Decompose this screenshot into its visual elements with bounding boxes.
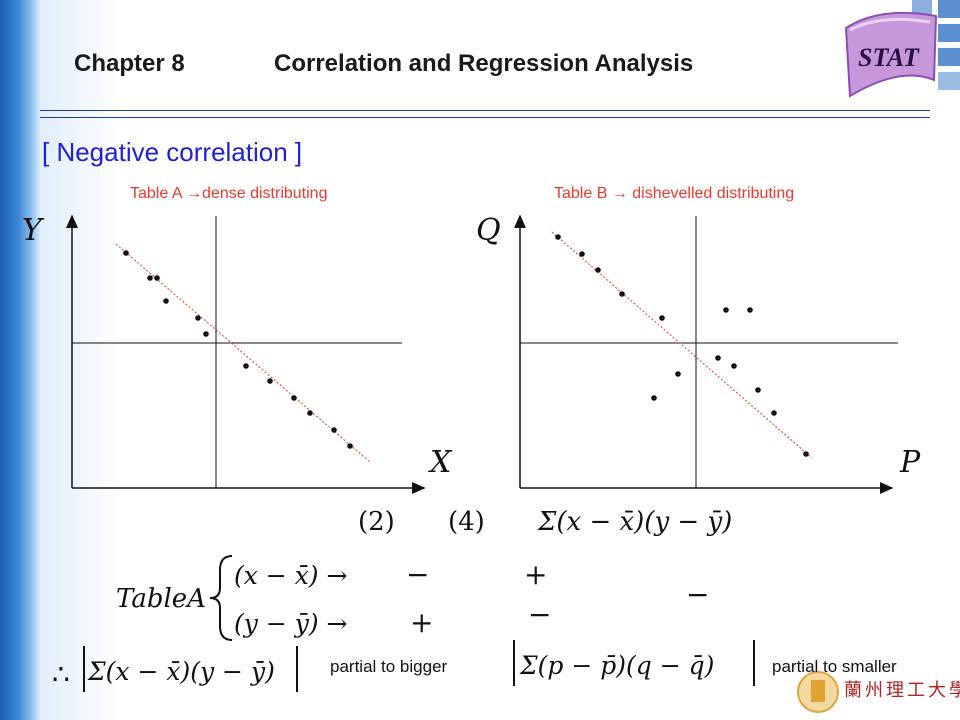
row2-sign-1: + — [410, 606, 433, 639]
plot-a-y-label: Y — [22, 213, 45, 248]
plot-a-point — [331, 427, 337, 433]
plot-a-point — [163, 298, 169, 304]
sum-expression: Σ(x − x̄)(y − ȳ) — [537, 507, 732, 537]
decor-square — [938, 72, 960, 90]
therefore-symbol: ∴ — [52, 658, 70, 691]
plot-b-point — [579, 251, 585, 257]
decor-square — [938, 48, 960, 66]
plot-b-y-label: Q — [476, 213, 501, 248]
note-partial-smaller: partial to smaller — [772, 657, 897, 676]
result-sign: − — [686, 578, 709, 611]
caption-table-a: Table A →dense distributing — [130, 185, 328, 202]
plot-b-point — [595, 267, 601, 273]
plot-a-point — [243, 363, 249, 369]
plot-b-points — [555, 234, 809, 457]
section-heading: [ Negative correlation ] — [42, 137, 303, 167]
note-partial-bigger: partial to bigger — [330, 657, 448, 676]
plot-a-points — [123, 250, 353, 449]
plot-b-trend-line — [551, 231, 813, 459]
university-emblem-mark — [811, 680, 825, 702]
plot-b-point — [731, 363, 737, 369]
title-rule-bottom — [40, 117, 930, 118]
left-blue-band — [0, 0, 40, 720]
row1-expression: (x − x̄) → — [234, 561, 347, 590]
chapter-number: Chapter 8 — [74, 50, 185, 77]
quadrant-label-4: (4) — [448, 507, 485, 537]
band-fade — [40, 0, 120, 720]
row2-expression: (y − ȳ) → — [234, 609, 348, 638]
plot-b-x-label: P — [899, 445, 921, 480]
decor-square — [938, 24, 960, 42]
plot-b-point — [723, 307, 729, 313]
plot-a-point — [347, 443, 353, 449]
plot-a-point — [195, 315, 201, 321]
abs-sum-b: Σ(p − p̄)(q − q̄) — [519, 651, 714, 680]
plot-a-point — [203, 331, 209, 337]
quadrant-label-2: (2) — [358, 507, 395, 537]
plot-b-point — [715, 355, 721, 361]
plot-b-point — [803, 451, 809, 457]
university-name: 蘭州理工大學 — [844, 680, 960, 701]
plot-a-point — [307, 410, 313, 416]
curly-brace — [209, 555, 233, 641]
title-rule-top — [40, 110, 930, 111]
plot-a-point — [154, 275, 160, 281]
plot-b-point — [659, 315, 665, 321]
plot-b-point — [755, 387, 761, 393]
chapter-title: Correlation and Regression Analysis — [274, 50, 694, 77]
plot-a-point — [147, 275, 153, 281]
caption-table-b: Table B → dishevelled distributing — [554, 185, 795, 202]
row1-sign-2: + — [524, 558, 547, 591]
plot-a-point — [267, 378, 273, 384]
plot-b-point — [619, 291, 625, 297]
logo-text: STAT — [858, 43, 920, 72]
abs-sum-a: Σ(x − x̄)(y − ȳ) — [87, 657, 275, 686]
plot-a-x-label: X — [428, 445, 453, 480]
plot-b-point — [651, 395, 657, 401]
plot-b-point — [675, 371, 681, 377]
row1-sign-1: − — [406, 558, 429, 591]
stat-logo: STAT — [844, 11, 938, 98]
decor-square — [938, 0, 960, 18]
plot-b-point — [747, 307, 753, 313]
plot-a-point — [123, 250, 129, 256]
row2-sign-2: − — [528, 598, 551, 631]
plot-b-point — [555, 234, 561, 240]
plot-b-point — [771, 410, 777, 416]
plot-a-point — [291, 395, 297, 401]
table-a-label: TableA — [116, 584, 206, 614]
